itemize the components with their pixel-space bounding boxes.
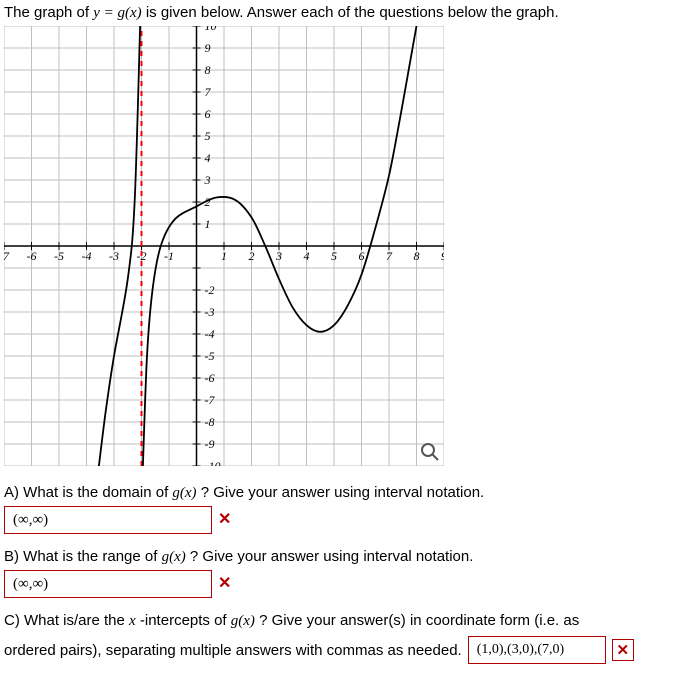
qc-fn: g(x) xyxy=(231,613,255,629)
svg-text:8: 8 xyxy=(414,249,420,263)
question-a: A) What is the domain of g(x) ? Give you… xyxy=(4,484,671,534)
svg-text:-2: -2 xyxy=(205,283,215,297)
question-b: B) What is the range of g(x) ? Give your… xyxy=(4,548,671,598)
qb-wrong-icon: ✕ xyxy=(218,576,231,592)
svg-text:-6: -6 xyxy=(205,371,215,385)
qb-fn: g(x) xyxy=(162,549,186,565)
svg-text:-4: -4 xyxy=(82,249,92,263)
svg-text:-9: -9 xyxy=(205,437,215,451)
svg-text:5: 5 xyxy=(205,129,211,143)
svg-text:9: 9 xyxy=(441,249,444,263)
prompt-post: is given below. Answer each of the quest… xyxy=(146,4,559,21)
qa-fn: g(x) xyxy=(172,485,196,501)
qc-answer-value: (1,0),(3,0),(7,0) xyxy=(477,642,564,658)
svg-text:-3: -3 xyxy=(109,249,119,263)
graph-container: -7-6-5-4-3-2-1123456789-10-9-8-7-6-5-4-3… xyxy=(4,26,671,470)
svg-text:7: 7 xyxy=(386,249,393,263)
svg-text:3: 3 xyxy=(275,249,282,263)
svg-text:6: 6 xyxy=(205,107,211,121)
prompt-pre: The graph of xyxy=(4,4,93,21)
qa-answer-input[interactable]: (∞,∞) xyxy=(4,506,212,534)
svg-text:-4: -4 xyxy=(205,327,215,341)
function-graph: -7-6-5-4-3-2-1123456789-10-9-8-7-6-5-4-3… xyxy=(4,26,444,466)
qc-line2: ordered pairs), separating multiple answ… xyxy=(4,642,462,659)
qa-answer-value: (∞,∞) xyxy=(13,512,48,529)
svg-text:1: 1 xyxy=(205,217,211,231)
svg-text:8: 8 xyxy=(205,63,211,77)
svg-text:-7: -7 xyxy=(205,393,216,407)
qa-wrong-icon: ✕ xyxy=(218,512,231,528)
svg-text:-5: -5 xyxy=(54,249,64,263)
svg-text:-8: -8 xyxy=(205,415,215,429)
svg-text:1: 1 xyxy=(221,249,227,263)
svg-text:-5: -5 xyxy=(205,349,215,363)
qc-line1-post: ? Give your answer(s) in coordinate form… xyxy=(259,612,579,629)
svg-text:3: 3 xyxy=(204,173,211,187)
qc-var: x xyxy=(129,613,136,629)
svg-text:-3: -3 xyxy=(205,305,215,319)
svg-text:9: 9 xyxy=(205,41,211,55)
qc-line1-mid: -intercepts of xyxy=(140,612,231,629)
qc-wrong-icon: ✕ xyxy=(612,639,634,661)
svg-text:-1: -1 xyxy=(164,249,174,263)
qa-text-pre: A) What is the domain of xyxy=(4,484,172,501)
svg-text:5: 5 xyxy=(331,249,337,263)
svg-text:10: 10 xyxy=(205,26,217,33)
qb-text-pre: B) What is the range of xyxy=(4,548,162,565)
question-c: C) What is/are the x -intercepts of g(x)… xyxy=(4,612,671,664)
svg-text:2: 2 xyxy=(249,249,255,263)
svg-text:4: 4 xyxy=(304,249,310,263)
qc-answer-input[interactable]: (1,0),(3,0),(7,0) xyxy=(468,636,606,664)
prompt-equation: y = g(x) xyxy=(93,5,141,21)
svg-text:-6: -6 xyxy=(27,249,37,263)
qb-text-post: ? Give your answer using interval notati… xyxy=(190,548,473,565)
svg-text:7: 7 xyxy=(205,85,212,99)
svg-text:4: 4 xyxy=(205,151,211,165)
problem-prompt: The graph of y = g(x) is given below. An… xyxy=(4,4,671,22)
qa-text-post: ? Give your answer using interval notati… xyxy=(201,484,484,501)
svg-text:-10: -10 xyxy=(205,459,221,466)
qc-line1-pre: C) What is/are the xyxy=(4,612,129,629)
qb-answer-value: (∞,∞) xyxy=(13,576,48,593)
svg-text:6: 6 xyxy=(359,249,365,263)
qb-answer-input[interactable]: (∞,∞) xyxy=(4,570,212,598)
